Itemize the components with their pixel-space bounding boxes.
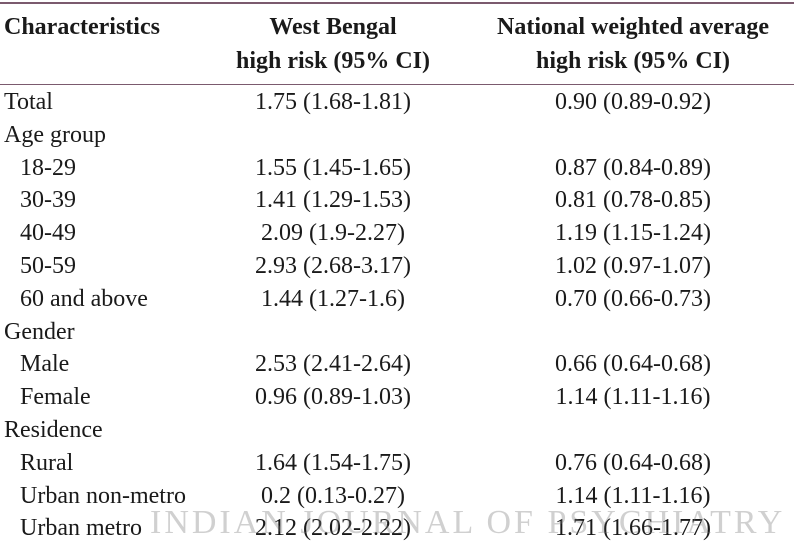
row-label: Total bbox=[4, 89, 53, 115]
table-row: Total 1.75 (1.68-1.81) 0.90 (0.89-0.92) bbox=[0, 86, 794, 119]
row-label: Male bbox=[20, 351, 70, 378]
header-national-line1: National weighted average bbox=[497, 14, 769, 40]
west-bengal-value: 1.55 (1.45-1.65) bbox=[255, 154, 411, 181]
table-row: Age group bbox=[0, 119, 794, 152]
header-characteristics: Characteristics bbox=[4, 10, 160, 44]
table-body: Total 1.75 (1.68-1.81) 0.90 (0.89-0.92) Age… bbox=[0, 86, 794, 545]
table-row: Female 0.96 (0.89-1.03) 1.14 (1.11-1.16) bbox=[0, 381, 794, 414]
header-characteristics-label: Characteristics bbox=[4, 14, 160, 40]
row-label: 60 and above bbox=[20, 285, 148, 312]
table-row: 18-29 1.55 (1.45-1.65) 0.87 (0.84-0.89) bbox=[0, 152, 794, 185]
table-row: Urban metro 2.12 (2.02-2.22) 1.71 (1.66-1.… bbox=[0, 512, 794, 545]
west-bengal-value: 1.64 (1.54-1.75) bbox=[255, 449, 411, 476]
national-value: 0.70 (0.66-0.73) bbox=[555, 285, 711, 312]
table-row: 60 and above 1.44 (1.27-1.6) 0.70 (0.66-0.… bbox=[0, 283, 794, 316]
header-west-bengal-line1: West Bengal bbox=[269, 14, 397, 40]
west-bengal-value: 1.41 (1.29-1.53) bbox=[255, 187, 411, 214]
header-west-bengal: West Bengal high risk (95% CI) bbox=[213, 10, 453, 78]
national-value: 1.02 (0.97-1.07) bbox=[555, 252, 711, 279]
national-value: 0.76 (0.64-0.68) bbox=[555, 449, 711, 476]
west-bengal-value: 1.44 (1.27-1.6) bbox=[261, 285, 405, 312]
row-label: 40-49 bbox=[20, 220, 76, 247]
west-bengal-value: 2.53 (2.41-2.64) bbox=[255, 351, 411, 378]
table-row: 40-49 2.09 (1.9-2.27) 1.19 (1.15-1.24) bbox=[0, 217, 794, 250]
header-national-line2: high risk (95% CI) bbox=[535, 48, 731, 74]
row-label: 30-39 bbox=[20, 187, 76, 214]
national-value: 1.14 (1.11-1.16) bbox=[555, 384, 711, 411]
table-row: Gender bbox=[0, 316, 794, 349]
table-row: 30-39 1.41 (1.29-1.53) 0.81 (0.78-0.85) bbox=[0, 184, 794, 217]
table-top-rule bbox=[0, 2, 794, 4]
row-label: Female bbox=[20, 384, 91, 411]
west-bengal-value: 0.96 (0.89-1.03) bbox=[255, 384, 411, 411]
row-label: Rural bbox=[20, 449, 74, 476]
row-label: Urban metro bbox=[20, 515, 142, 542]
row-label: Urban non-metro bbox=[20, 482, 186, 509]
national-value: 1.14 (1.11-1.16) bbox=[555, 482, 711, 509]
west-bengal-value: 2.93 (2.68-3.17) bbox=[255, 252, 411, 279]
west-bengal-value: 2.09 (1.9-2.27) bbox=[261, 220, 405, 247]
header-national: National weighted average high risk (95%… bbox=[473, 10, 793, 78]
header-west-bengal-line2: high risk (95% CI) bbox=[235, 48, 431, 74]
table-row: Urban non-metro 0.2 (0.13-0.27) 1.14 (1.11… bbox=[0, 480, 794, 513]
national-value: 1.71 (1.66-1.77) bbox=[555, 515, 711, 542]
row-label: Gender bbox=[4, 318, 75, 345]
table-row: Rural 1.64 (1.54-1.75) 0.76 (0.64-0.68) bbox=[0, 447, 794, 480]
west-bengal-value: 0.2 (0.13-0.27) bbox=[261, 482, 405, 509]
row-label: Age group bbox=[4, 121, 106, 148]
table-row: 50-59 2.93 (2.68-3.17) 1.02 (0.97-1.07) bbox=[0, 250, 794, 283]
west-bengal-value: 1.75 (1.68-1.81) bbox=[255, 89, 411, 115]
row-label: Residence bbox=[4, 416, 103, 443]
west-bengal-value: 2.12 (2.02-2.22) bbox=[255, 515, 411, 542]
row-label: 18-29 bbox=[20, 154, 76, 181]
header-rule bbox=[0, 84, 794, 85]
row-label: 50-59 bbox=[20, 252, 76, 279]
national-value: 0.81 (0.78-0.85) bbox=[555, 187, 711, 214]
national-value: 1.19 (1.15-1.24) bbox=[555, 220, 711, 247]
national-value: 0.66 (0.64-0.68) bbox=[555, 351, 711, 378]
table-row: Male 2.53 (2.41-2.64) 0.66 (0.64-0.68) bbox=[0, 348, 794, 381]
national-value: 0.90 (0.89-0.92) bbox=[555, 89, 711, 115]
national-value: 0.87 (0.84-0.89) bbox=[555, 154, 711, 181]
table-row: Residence bbox=[0, 414, 794, 447]
